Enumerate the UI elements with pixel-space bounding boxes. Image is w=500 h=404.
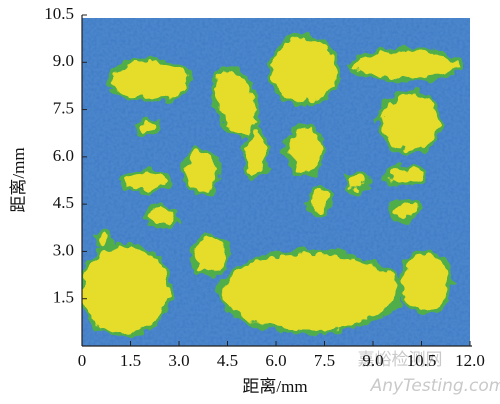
- y-tick-label: 3.0: [53, 240, 74, 259]
- x-tick-label: 7.5: [314, 351, 335, 370]
- y-tick-label: 4.5: [53, 193, 74, 212]
- y-tick-label: 7.5: [53, 98, 74, 117]
- x-tick-label: 6.0: [265, 351, 286, 370]
- watermark: 嘉峪检测网: [358, 350, 443, 370]
- x-tick-label: 1.5: [120, 351, 141, 370]
- y-tick-label: 10.5: [44, 4, 74, 23]
- x-tick-label: 3.0: [168, 351, 189, 370]
- x-tick-label: 9.0: [362, 351, 383, 370]
- x-tick-label: 0: [78, 351, 87, 370]
- x-tick-label: 12.0: [455, 351, 485, 370]
- y-tick-label: 1.5: [53, 288, 74, 307]
- y-axis-label: 距离/mm: [9, 147, 28, 212]
- y-tick-label: 6.0: [53, 146, 74, 165]
- watermark: AnyTesting.com: [370, 376, 500, 396]
- x-axis-label: 距离/mm: [242, 377, 307, 396]
- y-tick-label: 9.0: [53, 51, 74, 70]
- heatmap-image: [82, 18, 470, 346]
- x-tick-label: 10.5: [407, 351, 437, 370]
- x-tick-label: 4.5: [217, 351, 238, 370]
